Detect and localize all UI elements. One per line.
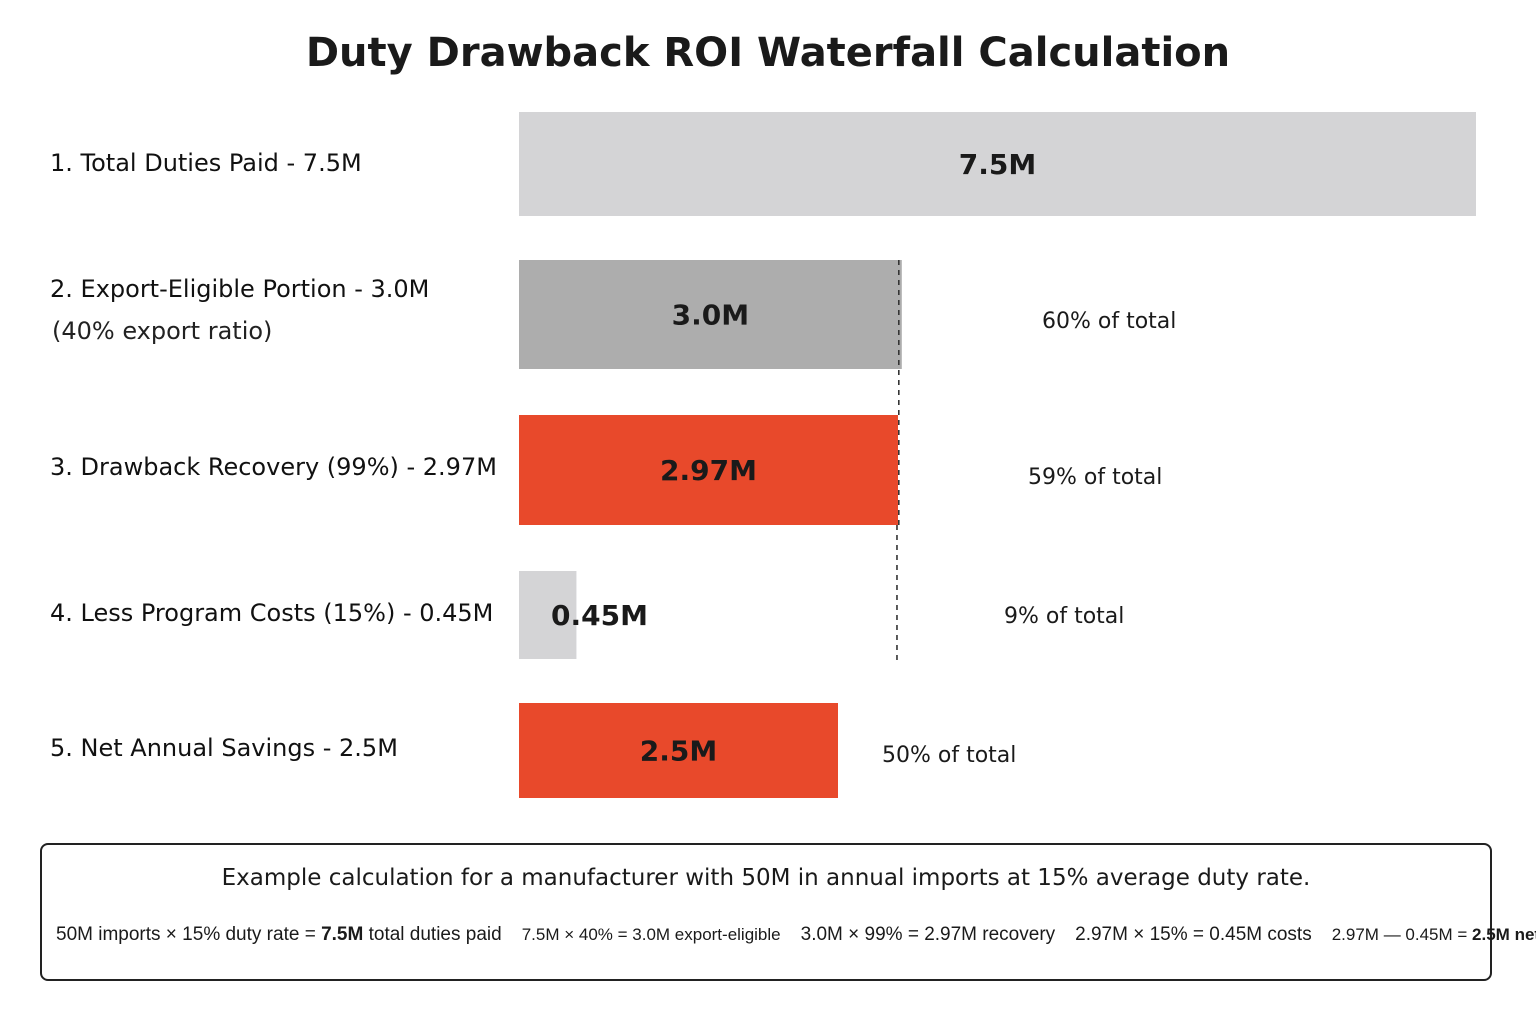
formula-export-eligible: 7.5M × 40% = 3.0M export-eligible xyxy=(521,925,781,944)
row-label-export-eligible: 2. Export-Eligible Portion - 3.0M xyxy=(50,275,430,303)
formula-total-duties: 50M imports × 15% duty rate = 7.5M total… xyxy=(56,924,502,945)
bar-value-label-export-eligible: 3.0M xyxy=(672,299,749,332)
chart-title: Duty Drawback ROI Waterfall Calculation xyxy=(305,30,1231,76)
row-label-total-duties: 1. Total Duties Paid - 7.5M xyxy=(50,149,362,177)
bar-value-label-program-costs: 0.45M xyxy=(551,599,648,632)
share-label-program-costs: 9% of total xyxy=(1004,604,1124,629)
bar-drawback-recovery xyxy=(519,415,898,525)
bar-net-savings xyxy=(519,703,838,798)
row-label-net-savings: 5. Net Annual Savings - 2.5M xyxy=(50,734,398,762)
formula-strip: 50M imports × 15% duty rate = 7.5M total… xyxy=(56,919,1536,951)
formula-costs: 2.97M × 15% = 0.45M costs xyxy=(1075,924,1312,945)
bar-value-label-net-savings: 2.5M xyxy=(640,735,717,768)
row-label-drawback-recovery: 3. Drawback Recovery (99%) - 2.97M xyxy=(50,453,497,481)
example-calculation-text: Example calculation for a manufacturer w… xyxy=(221,865,1311,891)
share-label-drawback-recovery: 59% of total xyxy=(1028,465,1162,490)
waterfall-chart: 7.5M 3.0M 2.97M 0.45M 2.5M 60% of total 59% of… xyxy=(519,112,1476,798)
share-label-export-eligible: 60% of total xyxy=(1042,309,1176,334)
bar-export-eligible xyxy=(519,260,902,369)
formula-net-savings: 2.97M — 0.45M = 2.5M net savings xyxy=(1331,925,1536,944)
formula-recovery: 3.0M × 99% = 2.97M recovery xyxy=(800,924,1056,945)
bar-total-duties xyxy=(519,112,1476,216)
row-label-program-costs: 4. Less Program Costs (15%) - 0.45M xyxy=(50,599,494,627)
bar-value-label-drawback-recovery: 2.97M xyxy=(660,454,757,487)
share-label-net-savings: 50% of total xyxy=(882,743,1016,768)
bar-program-costs xyxy=(519,571,577,659)
example-calculation-box: Example calculation for a manufacturer w… xyxy=(40,843,1536,981)
row-sublabel-export-ratio: (40% export ratio) xyxy=(52,317,273,345)
bar-value-label-total-duties: 7.5M xyxy=(959,148,1036,181)
